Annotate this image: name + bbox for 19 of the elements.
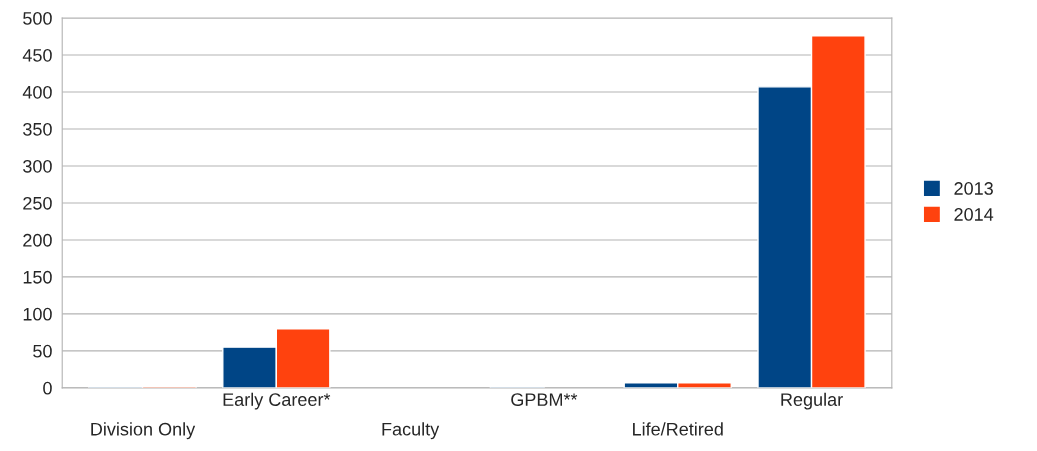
x-tick-label: Early Career* <box>223 392 331 410</box>
y-tick-label: 50 <box>33 344 52 358</box>
y-tick-label: 250 <box>23 196 52 210</box>
x-tick-label: Life/Retired <box>633 422 723 436</box>
y-tick-label: 450 <box>22 48 52 62</box>
x-tick-label: Division Only <box>91 422 196 440</box>
y-tick-label: 500 <box>23 11 52 25</box>
y-tick-label: 400 <box>22 85 52 99</box>
y-tick-label: 350 <box>23 122 52 136</box>
x-tick-label: Regular <box>781 392 843 410</box>
legend-label: 2013 <box>954 182 993 195</box>
y-tick-label: 0 <box>43 381 52 395</box>
x-tick-label: Faculty <box>382 422 440 440</box>
y-tick-label: 300 <box>23 159 52 173</box>
y-tick-label: 100 <box>23 307 52 321</box>
legend-label: 2014 <box>954 208 994 221</box>
y-tick-label: 150 <box>23 270 52 284</box>
x-tick-label: GPBM** <box>511 393 578 406</box>
y-tick-label: 200 <box>23 233 52 247</box>
